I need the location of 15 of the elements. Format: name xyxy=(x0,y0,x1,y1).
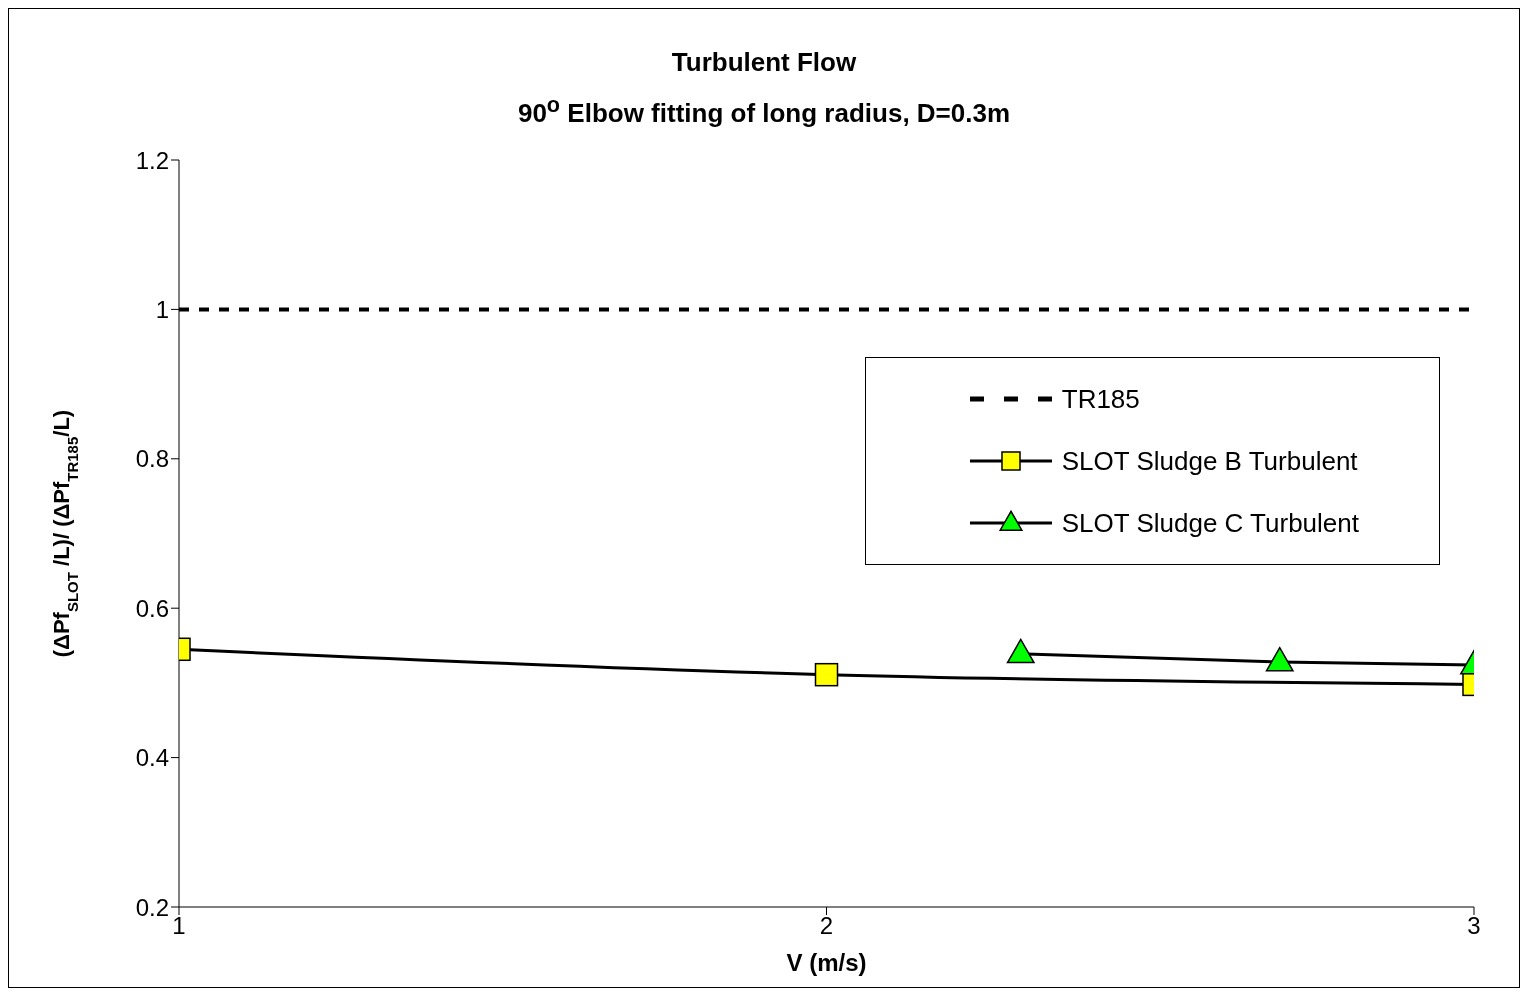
x-tick-label: 2 xyxy=(819,912,834,940)
legend-label: SLOT Sludge B Turbulent xyxy=(1061,445,1358,477)
legend-label: TR185 xyxy=(1061,383,1140,415)
chart-subtitle: 90$^{o}$ Elbow fitting of long radius, D=0.3m xyxy=(516,92,1012,129)
y-tick-label: 0.2 xyxy=(135,893,169,921)
y-tick-label: 0.4 xyxy=(135,744,169,772)
x-axis-title: V (m/s) xyxy=(786,949,867,976)
x-tick-label: 1 xyxy=(172,912,186,940)
x-tick-label: 3 xyxy=(1467,912,1481,940)
legend-label: SLOT Sludge C Turbulent xyxy=(1061,507,1359,539)
y-tick-label: 0.6 xyxy=(135,594,169,622)
y-tick-label: 1 xyxy=(155,295,169,323)
chart-title: Turbulent Flow xyxy=(670,46,858,78)
y-tick-label: 1.2 xyxy=(135,146,169,174)
y-tick-label: 0.8 xyxy=(135,445,169,473)
